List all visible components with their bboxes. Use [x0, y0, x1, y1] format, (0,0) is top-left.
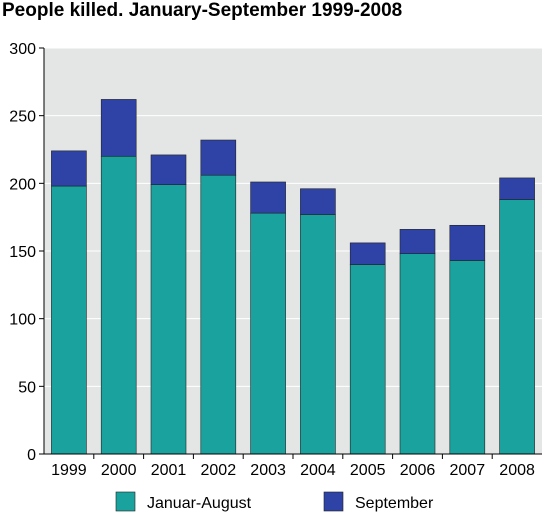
- bar-september-2002: [200, 139, 237, 176]
- x-tick-label: 2008: [499, 462, 535, 479]
- legend-swatch-september: [323, 491, 344, 512]
- bar-september-2006: [399, 229, 436, 255]
- x-tick-label: 1999: [51, 462, 87, 479]
- y-tick-label: 100: [9, 312, 36, 329]
- bar-januar-august-2007: [449, 260, 486, 455]
- y-tick-label: 300: [9, 41, 36, 58]
- bar-september-2000: [100, 99, 137, 157]
- x-tick-label: 2003: [250, 462, 286, 479]
- bar-januar-august-2006: [399, 253, 436, 455]
- bar-januar-august-2000: [100, 155, 137, 455]
- bar-september-2008: [499, 177, 535, 200]
- y-tick-label: 250: [9, 109, 36, 126]
- bar-september-1999: [51, 150, 87, 187]
- x-tick-label: 2007: [450, 462, 486, 479]
- bar-januar-august-2004: [300, 214, 336, 455]
- x-tick-label: 2001: [151, 462, 187, 479]
- bar-september-2001: [150, 154, 187, 185]
- x-axis-ticks: 1999 2000 2001 2002 2003 2004 2005 2006 2007 2008: [51, 454, 535, 479]
- y-tick-label: 200: [9, 176, 36, 193]
- x-tick-label: 2000: [101, 462, 137, 479]
- bar-september-2003: [250, 181, 286, 214]
- bar-januar-august-1999: [51, 185, 87, 455]
- legend: Januar-August September: [115, 491, 434, 512]
- bar-september-2004: [300, 188, 336, 215]
- x-tick-label: 2006: [400, 462, 436, 479]
- bar-januar-august-2008: [499, 199, 535, 455]
- legend-label-september: September: [355, 495, 434, 512]
- x-tick-label: 2002: [201, 462, 237, 479]
- bar-september-2007: [449, 224, 486, 261]
- chart-title: People killed. January-September 1999-20…: [2, 0, 403, 21]
- x-tick-label: 2005: [350, 462, 386, 479]
- bar-januar-august-2003: [250, 212, 286, 455]
- bar-januar-august-2001: [150, 184, 187, 455]
- legend-label-januar-august: Januar-August: [147, 495, 252, 512]
- legend-swatch-januar-august: [115, 491, 136, 512]
- y-tick-label: 150: [9, 244, 36, 261]
- y-tick-label: 50: [18, 379, 36, 396]
- x-tick-label: 2004: [300, 462, 336, 479]
- bar-januar-august-2002: [200, 174, 237, 455]
- y-tick-label: 0: [27, 447, 36, 464]
- bar-september-2005: [349, 242, 386, 265]
- bars: [51, 99, 535, 455]
- bar-januar-august-2005: [349, 264, 386, 455]
- y-axis-ticks: 0 50 100 150 200 250 300: [9, 41, 44, 464]
